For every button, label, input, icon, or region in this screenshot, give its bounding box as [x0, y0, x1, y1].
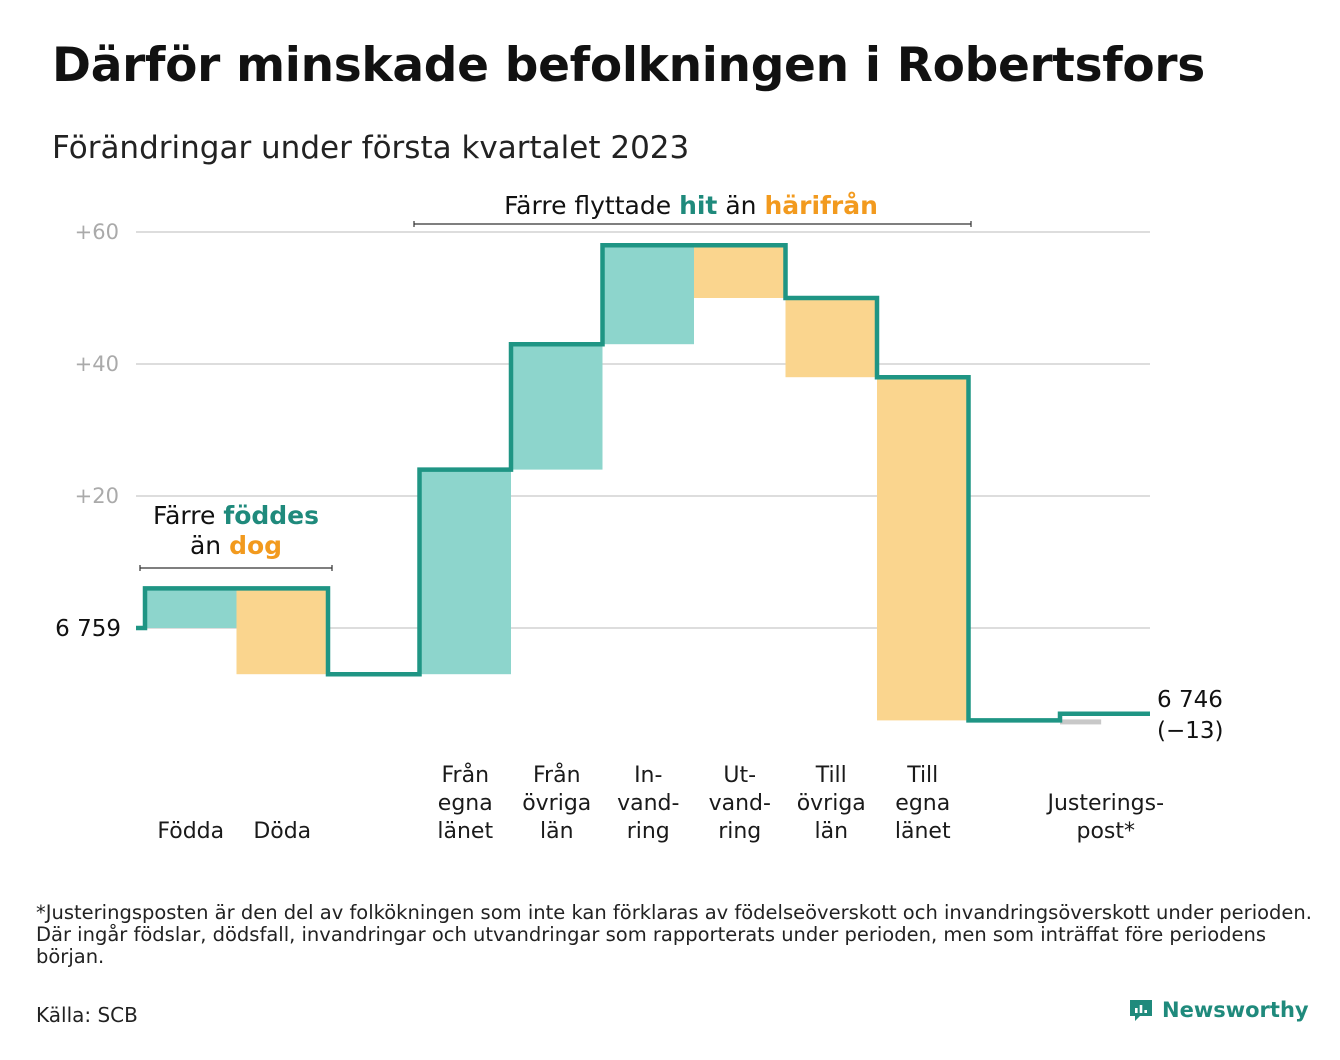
category-label: egna	[438, 791, 493, 816]
category-label: övriga	[522, 791, 591, 816]
brand[interactable]: Newsworthy	[1128, 997, 1309, 1023]
category-label: Justerings-	[1045, 791, 1164, 816]
category-label: Döda	[253, 819, 311, 844]
source-note: Källa: SCB	[36, 1003, 138, 1027]
category-label: Till	[906, 763, 938, 788]
footnote: *Justeringsposten är den del av folkökni…	[36, 901, 1312, 968]
category-label: Ut-	[723, 763, 756, 788]
category-label: In-	[634, 763, 662, 788]
category-label: län	[540, 819, 574, 844]
waterfall-bar	[877, 377, 969, 721]
brand-name: Newsworthy	[1162, 998, 1309, 1022]
category-label: egna	[895, 791, 950, 816]
annotation-part: Färre flyttade	[504, 191, 679, 220]
waterfall-bar	[511, 344, 603, 470]
annotation-part: härifrån	[764, 191, 877, 220]
category-label: vand-	[617, 791, 679, 816]
category-label: län	[814, 819, 848, 844]
waterfall-bar	[785, 298, 877, 378]
category-label: Från	[441, 762, 489, 788]
waterfall-bar	[419, 469, 511, 675]
annotation-part: hit	[679, 191, 717, 220]
waterfall-bar	[694, 245, 786, 298]
births-annotation-line2: än dog	[190, 531, 282, 560]
y-tick-label: +40	[75, 352, 119, 376]
annotation-part: Färre	[153, 501, 223, 530]
y-tick-label: +20	[75, 484, 119, 508]
category-label: post*	[1076, 819, 1135, 844]
births-annotation-line1: Färre föddes	[153, 501, 319, 530]
annotation-part: än	[717, 191, 764, 220]
category-label: Från	[533, 762, 581, 788]
category-label: Födda	[157, 819, 224, 844]
annotation-part: dog	[229, 531, 282, 560]
category-label: ring	[627, 819, 670, 844]
migration-annotation: Färre flyttade hit än härifrån	[504, 191, 878, 220]
adjustment-bar	[1060, 719, 1102, 725]
cumulative-line	[136, 242, 1150, 723]
category-label: länet	[437, 819, 493, 844]
annotation-part: föddes	[223, 501, 319, 530]
waterfall-bar	[145, 588, 237, 628]
end-change-label: (−13)	[1157, 718, 1223, 744]
start-value-label: 6 759	[55, 616, 121, 642]
category-label: vand-	[709, 791, 771, 816]
category-label: Till	[815, 763, 847, 788]
y-tick-label: +60	[75, 220, 119, 244]
chart-subtitle: Förändringar under första kvartalet 2023	[52, 130, 690, 166]
category-label: ring	[718, 819, 761, 844]
annotation-part: än	[190, 531, 229, 560]
category-label: länet	[895, 819, 951, 844]
waterfall-bar	[236, 588, 328, 675]
end-value-label: 6 746	[1157, 687, 1223, 713]
waterfall-bar	[602, 245, 694, 345]
category-label: övriga	[797, 791, 866, 816]
chart-title: Därför minskade befolkningen i Robertsfo…	[52, 38, 1205, 93]
newsworthy-logo-icon	[1130, 1000, 1152, 1021]
